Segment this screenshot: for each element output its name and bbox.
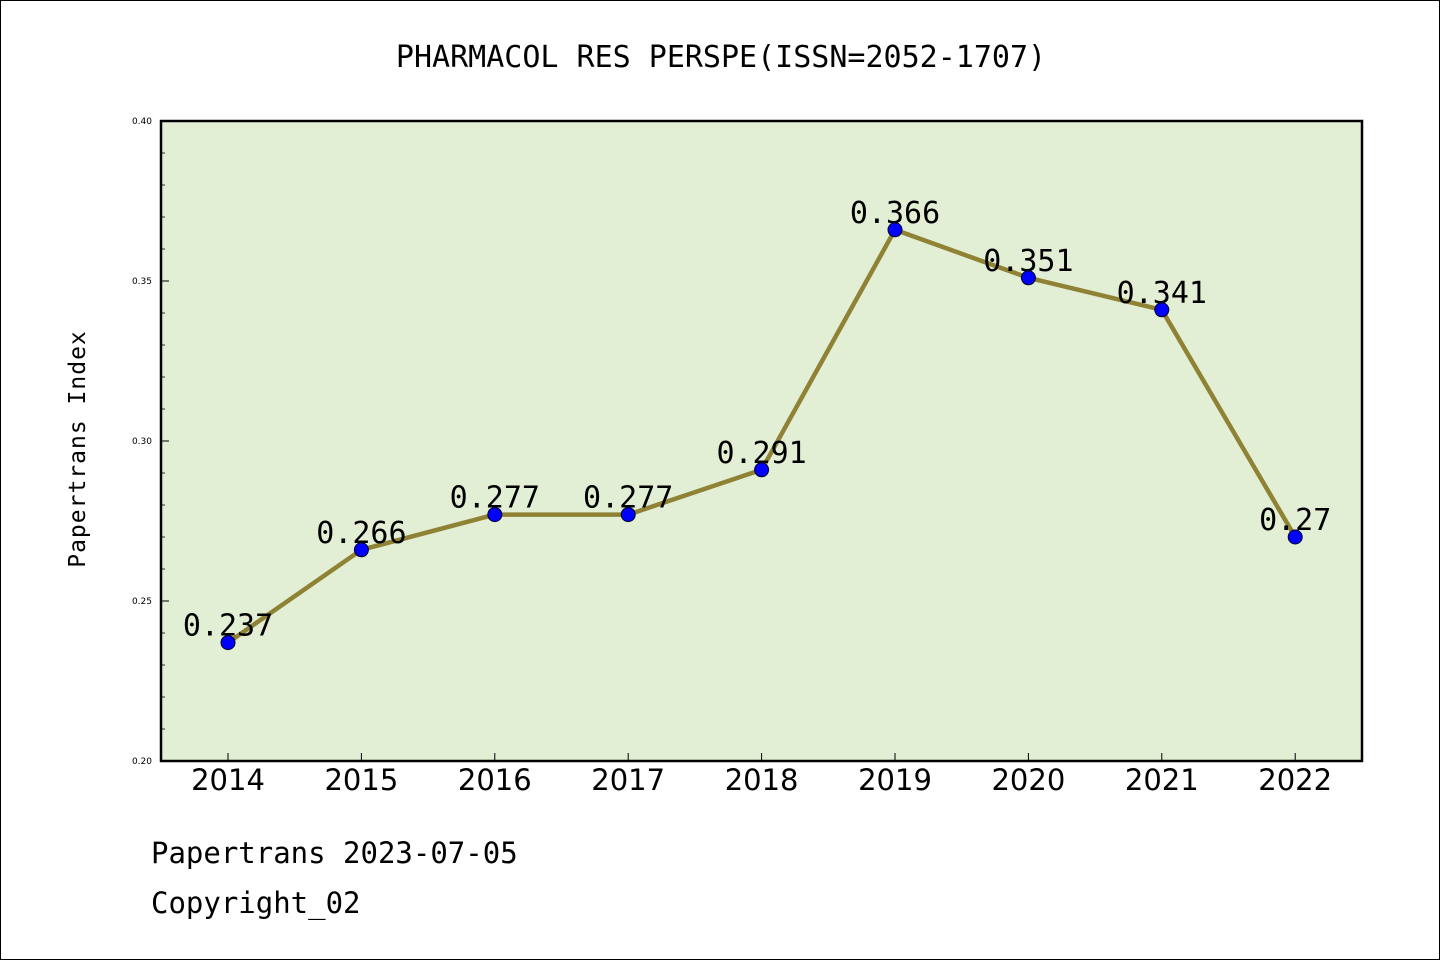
data-point bbox=[887, 222, 903, 238]
footer-date: Papertrans 2023-07-05 bbox=[151, 836, 518, 870]
y-tick-label: 0.40 bbox=[132, 117, 152, 127]
x-tick-label: 2017 bbox=[591, 763, 665, 797]
data-point bbox=[1020, 270, 1036, 286]
x-tick-label: 2016 bbox=[458, 763, 532, 797]
x-tick-label: 2022 bbox=[1258, 763, 1332, 797]
data-point bbox=[353, 542, 369, 558]
y-tick-label: 0.35 bbox=[132, 277, 152, 287]
x-tick-label: 2018 bbox=[725, 763, 799, 797]
x-tick-label: 2019 bbox=[858, 763, 932, 797]
footer-copyright: Copyright_02 bbox=[151, 886, 361, 920]
data-point bbox=[220, 635, 236, 651]
plot-area bbox=[161, 121, 1362, 761]
y-axis-label: Papertrans Index bbox=[65, 330, 91, 568]
x-tick-label: 2020 bbox=[991, 763, 1065, 797]
y-tick-label: 0.20 bbox=[132, 757, 152, 767]
chart-title: PHARMACOL RES PERSPE(ISSN=2052-1707) bbox=[396, 40, 1046, 75]
plot-border bbox=[159, 119, 1364, 763]
y-tick-label: 0.30 bbox=[132, 437, 152, 447]
x-tick-label: 2021 bbox=[1125, 763, 1199, 797]
data-point bbox=[1287, 529, 1303, 545]
data-point bbox=[620, 507, 636, 523]
y-tick-label: 0.25 bbox=[132, 597, 152, 607]
axis-ticks: 0.20 0.25 0.30 0.35 0.40 2014 2015 2016 2017 2018… bbox=[132, 117, 1332, 797]
x-tick-label: 2014 bbox=[191, 763, 265, 797]
data-point bbox=[754, 462, 770, 478]
data-point bbox=[487, 507, 503, 523]
x-tick-label: 2015 bbox=[324, 763, 398, 797]
data-point bbox=[1154, 302, 1170, 318]
